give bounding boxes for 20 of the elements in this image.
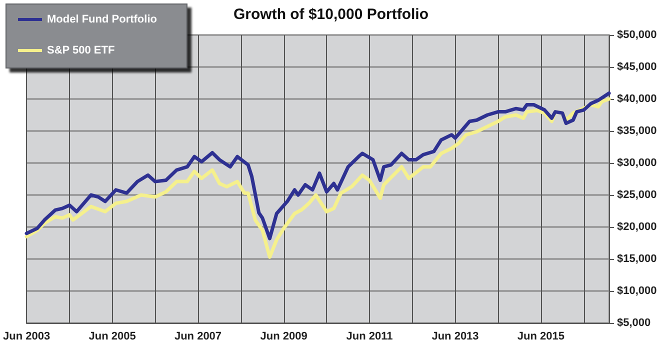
y-tick-label: $5,000 [617,317,651,329]
y-tick-label: $20,000 [617,221,657,233]
y-tick-label: $35,000 [617,125,657,137]
y-tick-label: $45,000 [617,61,657,73]
x-tick-label: Jun 2013 [432,330,479,342]
x-tick-label: Jun 2011 [346,330,393,342]
x-tick-label: Jun 2003 [2,330,50,342]
y-tick-label: $40,000 [617,93,657,105]
legend-label: S&P 500 ETF [47,44,115,56]
chart-title: Growth of $10,000 Portfolio [233,6,429,23]
x-tick-label: Jun 2007 [174,330,222,342]
y-tick-label: $10,000 [617,285,657,297]
y-tick-label: $15,000 [617,253,657,265]
x-tick-label: Jun 2005 [88,330,136,342]
y-tick-label: $30,000 [617,157,657,169]
x-tick-label: Jun 2009 [260,330,308,342]
y-tick-label: $50,000 [617,29,657,41]
legend-label: Model Fund Portfolio [47,14,158,26]
x-tick-label: Jun 2015 [517,330,564,342]
y-tick-label: $25,000 [617,189,657,201]
